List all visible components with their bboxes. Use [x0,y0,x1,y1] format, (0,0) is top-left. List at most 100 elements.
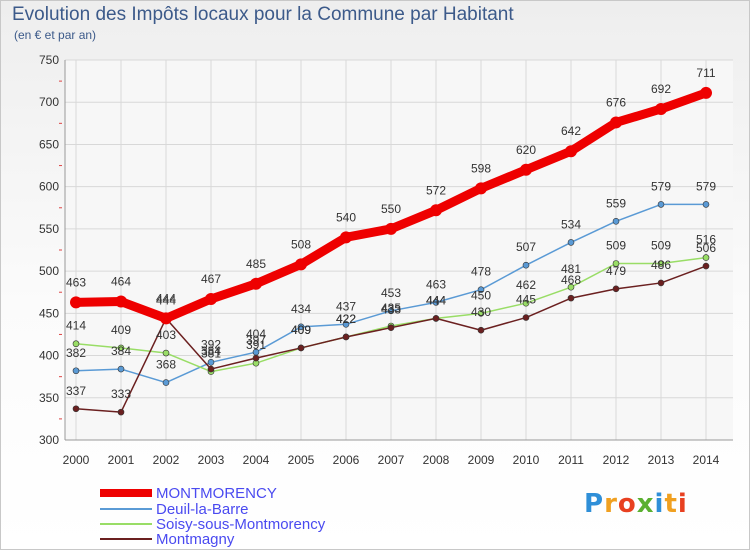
data-point [205,292,217,305]
data-point [385,222,397,235]
data-point [340,231,352,244]
data-label: 422 [336,312,356,326]
data-label: 462 [516,278,536,292]
data-point [297,323,305,331]
data-label: 368 [156,358,176,372]
data-point [432,299,440,306]
data-point [610,116,622,129]
data-label: 478 [471,265,491,279]
data-point [520,163,532,176]
data-label: 392 [201,337,221,351]
data-label: 403 [156,328,176,342]
data-point [475,182,487,195]
data-point [387,307,395,315]
data-label: 435 [381,301,401,315]
data-point [162,349,170,357]
data-point [207,359,215,366]
legend-label: Deuil-la-Barre [156,500,249,518]
x-tick-label: 2006 [333,453,360,467]
data-point [342,333,350,341]
x-tick-label: 2003 [198,453,225,467]
data-label: 620 [516,143,536,157]
chart-title: Evolution des Impôts locaux pour la Comm… [12,4,514,25]
data-point [477,286,485,293]
data-point [72,367,80,375]
data-label: 692 [651,82,671,96]
y-tick-label: 700 [39,95,59,109]
data-label: 444 [426,293,446,307]
data-label: 550 [381,202,401,216]
data-label: 479 [606,264,626,278]
legend-item: Deuil-la-Barre [100,501,249,517]
y-tick-label: 550 [39,222,59,236]
data-label: 333 [111,387,131,401]
data-point [522,299,530,307]
x-tick-label: 2004 [243,453,270,467]
data-label: 445 [516,293,536,307]
x-tick-label: 2009 [468,453,495,467]
x-tick-label: 2002 [153,453,180,467]
data-label: 450 [471,288,491,302]
legend-swatch [100,489,152,497]
y-tick-label: 300 [39,433,59,447]
data-label: 384 [201,344,221,358]
data-point [117,408,125,416]
data-label: 509 [606,239,626,253]
data-label: 414 [66,319,86,333]
data-label: 579 [696,179,716,193]
data-label: 516 [696,233,716,247]
data-point [295,258,307,271]
data-point [115,295,127,308]
x-tick-label: 2011 [558,453,584,467]
data-label: 391 [246,338,266,352]
y-tick-label: 400 [39,349,59,363]
y-tick-label: 450 [39,306,59,320]
x-tick-label: 2010 [513,453,540,467]
y-tick-label: 600 [39,180,59,194]
legend-item: Soisy-sous-Montmorency [100,516,325,532]
data-label: 464 [111,275,131,289]
legend-item: MONTMORENCY [100,485,277,501]
data-label: 382 [66,346,86,360]
data-label: 453 [381,286,401,300]
data-label: 467 [201,272,221,286]
x-tick-label: 2001 [108,453,135,467]
legend-swatch [100,508,152,510]
data-label: 437 [336,299,356,313]
data-label: 598 [471,161,491,175]
data-point [567,283,575,291]
data-label: 642 [561,124,581,138]
data-point [612,260,620,267]
data-label: 481 [561,262,581,276]
legend-label: Soisy-sous-Montmorency [156,515,326,533]
data-point [565,145,577,158]
data-point [207,365,215,373]
data-point [117,365,125,373]
data-label: 463 [66,275,86,289]
x-tick-label: 2008 [423,453,450,467]
data-label: 381 [201,347,221,361]
data-point [700,86,712,99]
data-point [160,312,172,325]
data-label: 534 [561,217,581,231]
data-point [252,354,260,362]
data-point [702,201,710,208]
data-point [162,379,170,386]
data-point [657,260,665,267]
x-tick-label: 2014 [693,453,720,467]
data-label: 434 [291,302,311,316]
data-label: 337 [66,384,86,398]
data-point [567,294,575,302]
legend-label: MONTMORENCY [156,484,277,502]
y-tick-label: 500 [39,264,59,278]
data-point [702,262,710,270]
data-label: 444 [156,293,176,307]
y-tick-label: 650 [39,137,59,151]
data-point [250,277,262,290]
data-label: 404 [246,327,266,341]
data-point [612,285,620,293]
data-point [657,201,665,208]
data-label: 508 [291,237,311,251]
data-point [522,314,530,321]
